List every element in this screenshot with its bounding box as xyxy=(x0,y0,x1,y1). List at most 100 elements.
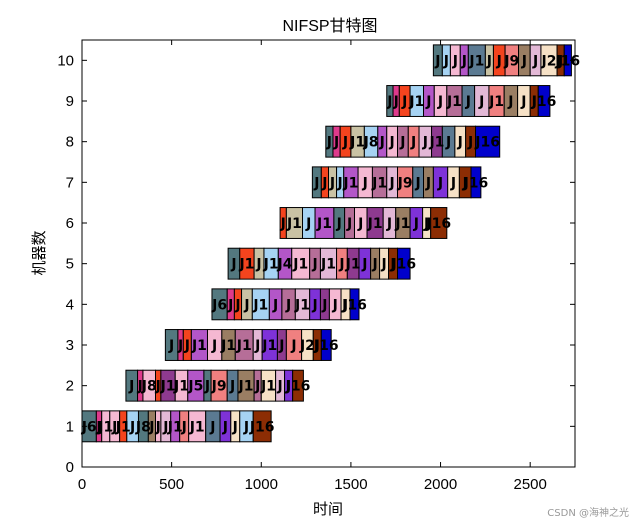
gantt-bar-label: J xyxy=(465,94,471,110)
gantt-bar-label: J2 xyxy=(541,53,557,69)
bars-layer xyxy=(81,44,572,443)
gantt-bar-label: J1 xyxy=(345,257,361,273)
gantt-bar-label: J xyxy=(357,216,363,232)
gantt-bar-label: J xyxy=(311,297,317,313)
gantt-bar-label: J xyxy=(452,53,458,69)
gantt-bar-label: J1 xyxy=(316,216,332,232)
gantt-bar-label: J16 xyxy=(313,338,339,354)
gantt-bar-label: J xyxy=(137,379,143,395)
x-tick-label: 1000 xyxy=(245,476,278,493)
gantt-bar-label: J xyxy=(507,94,513,110)
gantt-bar-label: J xyxy=(462,175,468,191)
gantt-bar-label: J xyxy=(437,94,443,110)
gantt-bar xyxy=(292,369,304,402)
gantt-bar-label: J1 xyxy=(236,338,252,354)
gantt-bar-label: J xyxy=(148,419,154,435)
gantt-bar-label: J1 xyxy=(408,94,424,110)
gantt-bar-label: J xyxy=(478,94,484,110)
gantt-bar-label: J1 xyxy=(220,338,236,354)
gantt-bar-label: J8 xyxy=(363,135,379,151)
gantt-bar-label: J xyxy=(443,53,449,69)
y-tick-label: 8 xyxy=(66,134,74,151)
gantt-bar-label: J xyxy=(333,135,339,151)
gantt-bar-label: J xyxy=(401,94,407,110)
x-tick-label: 1500 xyxy=(334,476,367,493)
y-tick-label: 7 xyxy=(66,174,74,191)
gantt-bar-label: J xyxy=(342,135,348,151)
gantt-bar-label: J xyxy=(155,379,161,395)
gantt-bar-label: J xyxy=(128,379,134,395)
y-tick-label: 10 xyxy=(57,52,74,69)
chart-title: NIFSP甘特图 xyxy=(282,17,377,35)
gantt-bar-label: J xyxy=(232,419,238,435)
gantt-bar-label: J1 xyxy=(252,297,268,313)
gantt-bar-label: J1 xyxy=(371,175,387,191)
gantt-bar-label: J16 xyxy=(474,135,500,151)
gantt-bar-label: J xyxy=(278,338,284,354)
gantt-bar-label: J xyxy=(313,175,319,191)
gantt-bar-label: J xyxy=(338,257,344,273)
gantt-bar-label: J16 xyxy=(554,53,580,69)
y-tick-label: 5 xyxy=(66,256,74,273)
gantt-bar-label: J xyxy=(389,175,395,191)
gantt-bar-label: J xyxy=(332,297,338,313)
gantt-bar-label: J1 xyxy=(167,419,183,435)
gantt-bar-label: J1 xyxy=(260,379,276,395)
gantt-bar-label: J xyxy=(380,257,386,273)
gantt-bar-label: J4 xyxy=(277,257,293,273)
gantt-bar-label: J16 xyxy=(463,175,489,191)
gantt-bar-label: J1 xyxy=(115,419,131,435)
gantt-bar-label: J xyxy=(211,338,217,354)
gantt-bar-label: J xyxy=(422,135,428,151)
gantt-bar-label: J xyxy=(234,297,240,313)
gantt-bar-label: J1 xyxy=(342,175,358,191)
gantt-bar-label: J xyxy=(393,94,399,110)
gantt-bar-label: J16 xyxy=(425,216,451,232)
plot-frame xyxy=(81,39,576,468)
gantt-bar-label: J xyxy=(496,53,502,69)
gantt-bar-label: J1 xyxy=(446,94,462,110)
gantt-bar xyxy=(349,288,360,321)
gantt-bar-label: J9 xyxy=(211,379,227,395)
gantt-bar-label: J xyxy=(467,135,473,151)
gantt-bar-label: J xyxy=(255,257,261,273)
gantt-bar-label: J xyxy=(425,94,431,110)
gantt-bar-label: J9 xyxy=(397,175,413,191)
gantt-bar-label: J xyxy=(336,216,342,232)
gantt-bar-label: J xyxy=(276,379,282,395)
gantt-bar xyxy=(470,166,482,199)
gantt-bar-label: J xyxy=(222,419,228,435)
x-axis-title: 时间 xyxy=(313,500,343,518)
gantt-bar xyxy=(252,410,272,443)
gantt-bar-label: J1 xyxy=(189,419,205,435)
y-tick-label: 0 xyxy=(66,459,74,476)
gantt-bar-label: J xyxy=(162,419,168,435)
gantt-bar-label: J xyxy=(129,419,135,435)
gantt-bar-label: J xyxy=(326,135,332,151)
gantt-bar-label: J9 xyxy=(503,53,519,69)
gantt-bar-label: J xyxy=(314,338,320,354)
gantt-bar-label: J xyxy=(254,379,260,395)
gantt-bar-label: J16 xyxy=(249,419,275,435)
gantt-bar-label: J xyxy=(413,216,419,232)
gantt-bar-label: J xyxy=(204,379,210,395)
gantt-bar-label: J1 xyxy=(292,257,308,273)
gantt-bar-label: J xyxy=(280,216,286,232)
gantt-bar xyxy=(430,207,448,239)
gantt-bar-label: J xyxy=(486,53,492,69)
gantt-bar-label: J xyxy=(372,257,378,273)
gantt-bar-label: J xyxy=(386,94,392,110)
gantt-bar xyxy=(320,329,332,361)
gantt-bar-label: J xyxy=(227,297,233,313)
gantt-bar-label: J xyxy=(243,419,249,435)
x-tick-label: 500 xyxy=(159,476,184,493)
gantt-bar-label: J1 xyxy=(294,297,310,313)
gantt-bar-label: J6 xyxy=(81,419,97,435)
gantt-bar-label: J1 xyxy=(320,257,336,273)
gantt-bar-label: J xyxy=(311,257,317,273)
gantt-bar-label: J xyxy=(184,338,190,354)
gantt-bar-label: J xyxy=(521,53,527,69)
x-tick-label: 2000 xyxy=(424,476,457,493)
gantt-bar-label: J xyxy=(389,257,395,273)
